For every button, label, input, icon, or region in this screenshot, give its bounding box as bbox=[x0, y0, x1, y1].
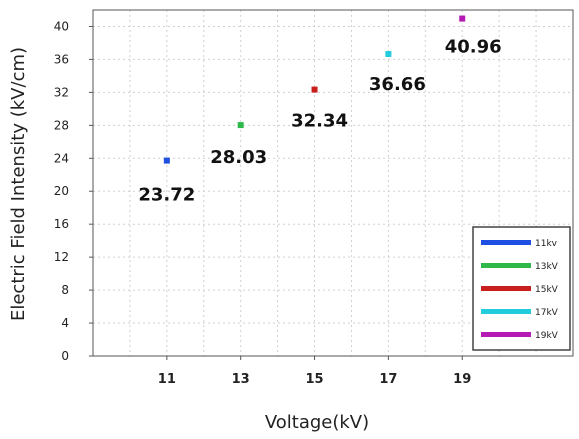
y-tick-label: 36 bbox=[54, 52, 69, 66]
y-tick-label: 12 bbox=[54, 250, 69, 264]
data-point-15kv bbox=[311, 86, 318, 93]
data-point-13kv bbox=[237, 122, 244, 129]
legend-swatch bbox=[481, 286, 531, 291]
data-label: 28.03 bbox=[210, 147, 267, 168]
legend-label: 17kV bbox=[535, 308, 559, 318]
data-points bbox=[163, 15, 466, 164]
y-axis-ticks: 0 4 8 12 16 20 24 28 32 36 40 bbox=[54, 19, 93, 363]
x-axis-label: Voltage(kV) bbox=[265, 412, 369, 433]
legend-swatch bbox=[481, 240, 531, 245]
y-tick-label: 32 bbox=[54, 85, 69, 99]
data-labels: 23.72 28.03 32.34 36.66 40.96 bbox=[138, 37, 501, 206]
legend: 11kv 13kV 15kV 17kV 19kV bbox=[472, 226, 571, 351]
y-tick-label: 24 bbox=[54, 151, 69, 165]
legend-swatch bbox=[481, 263, 531, 268]
x-tick-label: 11 bbox=[158, 372, 176, 387]
y-tick-label: 4 bbox=[61, 316, 69, 330]
x-axis-ticks: 11 13 15 17 19 bbox=[158, 356, 471, 387]
legend-label: 11kv bbox=[535, 239, 558, 249]
x-tick-label: 13 bbox=[232, 372, 250, 387]
legend-swatch bbox=[481, 309, 531, 314]
legend-label: 19kV bbox=[535, 331, 559, 341]
y-tick-label: 20 bbox=[54, 184, 69, 198]
data-label: 40.96 bbox=[445, 37, 502, 58]
data-point-19kv bbox=[459, 15, 466, 22]
legend-swatch bbox=[481, 332, 531, 337]
data-point-17kv bbox=[385, 50, 392, 57]
grid bbox=[93, 10, 573, 356]
legend-label: 15kV bbox=[535, 285, 559, 295]
data-label: 23.72 bbox=[138, 185, 195, 206]
y-axis-label: Electric Field Intensity (kV/cm) bbox=[8, 47, 29, 321]
y-tick-label: 0 bbox=[61, 349, 69, 363]
y-tick-label: 16 bbox=[54, 217, 69, 231]
data-point-11kv bbox=[163, 157, 170, 164]
data-label: 36.66 bbox=[369, 74, 426, 95]
plot-area-border bbox=[92, 9, 574, 357]
x-tick-label: 17 bbox=[379, 372, 397, 387]
y-tick-label: 8 bbox=[61, 283, 69, 297]
data-label: 32.34 bbox=[291, 111, 348, 132]
y-tick-label: 28 bbox=[54, 118, 69, 132]
y-tick-label: 40 bbox=[54, 19, 69, 33]
legend-label: 13kV bbox=[535, 262, 559, 272]
x-tick-label: 15 bbox=[305, 372, 323, 387]
x-tick-label: 19 bbox=[453, 372, 471, 387]
